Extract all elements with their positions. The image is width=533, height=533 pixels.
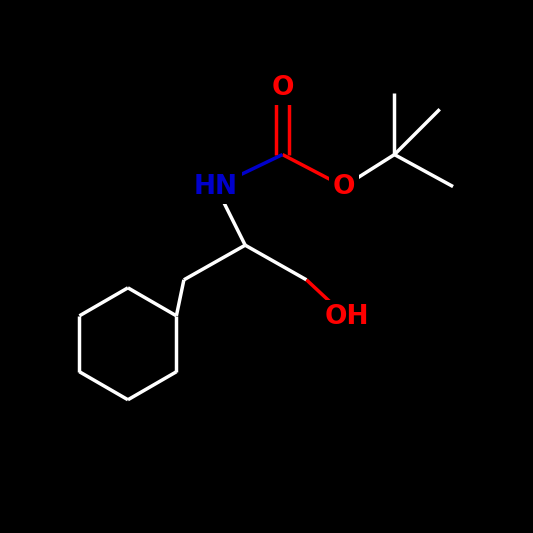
Text: O: O (271, 75, 294, 101)
Text: HN: HN (194, 174, 238, 199)
Text: OH: OH (324, 304, 369, 330)
Text: O: O (333, 174, 355, 199)
